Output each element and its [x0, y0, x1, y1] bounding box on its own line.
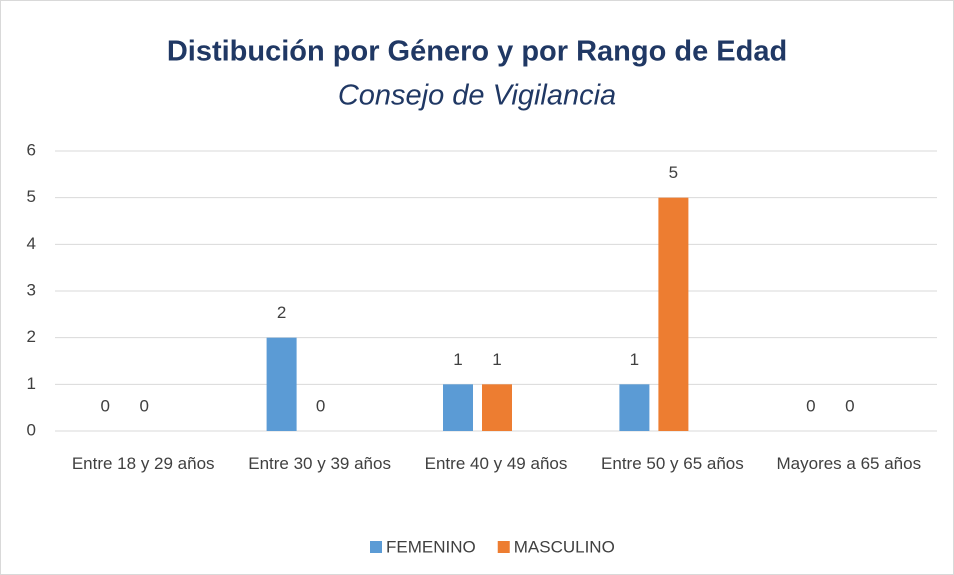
- data-label: 0: [845, 396, 854, 415]
- x-tick-label: Entre 18 y 29 años: [71, 454, 215, 473]
- chart-title: Distibución por Género y por Rango de Ed…: [167, 36, 787, 68]
- bar: [658, 197, 689, 431]
- x-tick-label: Mayores a 65 años: [776, 454, 922, 473]
- y-tick-label: 3: [27, 280, 36, 299]
- y-tick-label: 2: [27, 327, 36, 346]
- bar: [482, 384, 512, 431]
- data-label: 0: [806, 396, 815, 415]
- legend-swatch: [370, 541, 382, 553]
- y-tick-label: 6: [27, 140, 36, 159]
- legend-swatch: [497, 541, 510, 553]
- y-tick-label: 4: [27, 234, 36, 253]
- legend-label: FEMENINO: [386, 537, 476, 556]
- data-label: 0: [100, 396, 109, 415]
- y-tick-label: 5: [27, 187, 36, 206]
- bar: [443, 384, 473, 431]
- data-label: 0: [139, 396, 148, 415]
- data-label: 1: [453, 350, 462, 369]
- chart-subtitle: Consejo de Vigilancia: [338, 80, 616, 112]
- data-label: 2: [277, 303, 286, 322]
- x-tick-label: Entre 40 y 49 años: [424, 454, 568, 473]
- bar: [619, 384, 650, 431]
- data-label: 0: [316, 396, 325, 415]
- bar: [266, 337, 297, 431]
- y-tick-label: 0: [27, 420, 36, 439]
- data-label: 5: [669, 163, 678, 182]
- data-label: 1: [492, 350, 501, 369]
- x-tick-label: Entre 30 y 39 años: [248, 454, 391, 473]
- legend-label: MASCULINO: [514, 537, 615, 556]
- y-tick-label: 1: [27, 374, 36, 393]
- data-label: 1: [630, 350, 639, 369]
- x-tick-label: Entre 50 y 65 años: [601, 454, 744, 473]
